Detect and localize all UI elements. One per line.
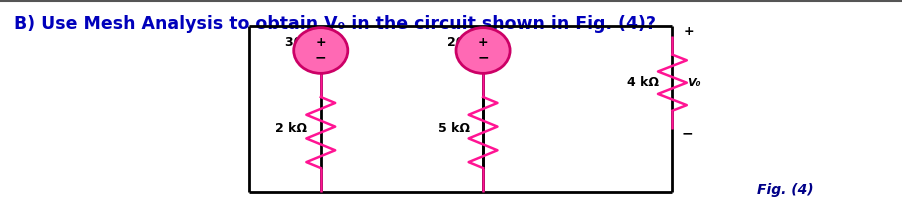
Text: −: − [315,50,327,64]
Text: +: + [477,36,488,49]
Text: 4 kΩ: 4 kΩ [626,76,658,89]
Text: −: − [681,127,692,141]
Text: V₀: V₀ [686,78,700,88]
Text: +: + [683,25,693,38]
Text: −: − [477,50,488,64]
Ellipse shape [456,28,510,73]
Ellipse shape [293,28,347,73]
Text: Fig. (4): Fig. (4) [756,183,813,197]
Text: 30 V: 30 V [284,36,316,49]
Text: 20 V: 20 V [446,36,478,49]
Text: 5 kΩ: 5 kΩ [437,122,469,135]
Text: 2 kΩ: 2 kΩ [275,122,307,135]
Text: B) Use Mesh Analysis to obtain V₀ in the circuit shown in Fig. (4)?: B) Use Mesh Analysis to obtain V₀ in the… [14,15,656,33]
Text: +: + [315,36,326,49]
